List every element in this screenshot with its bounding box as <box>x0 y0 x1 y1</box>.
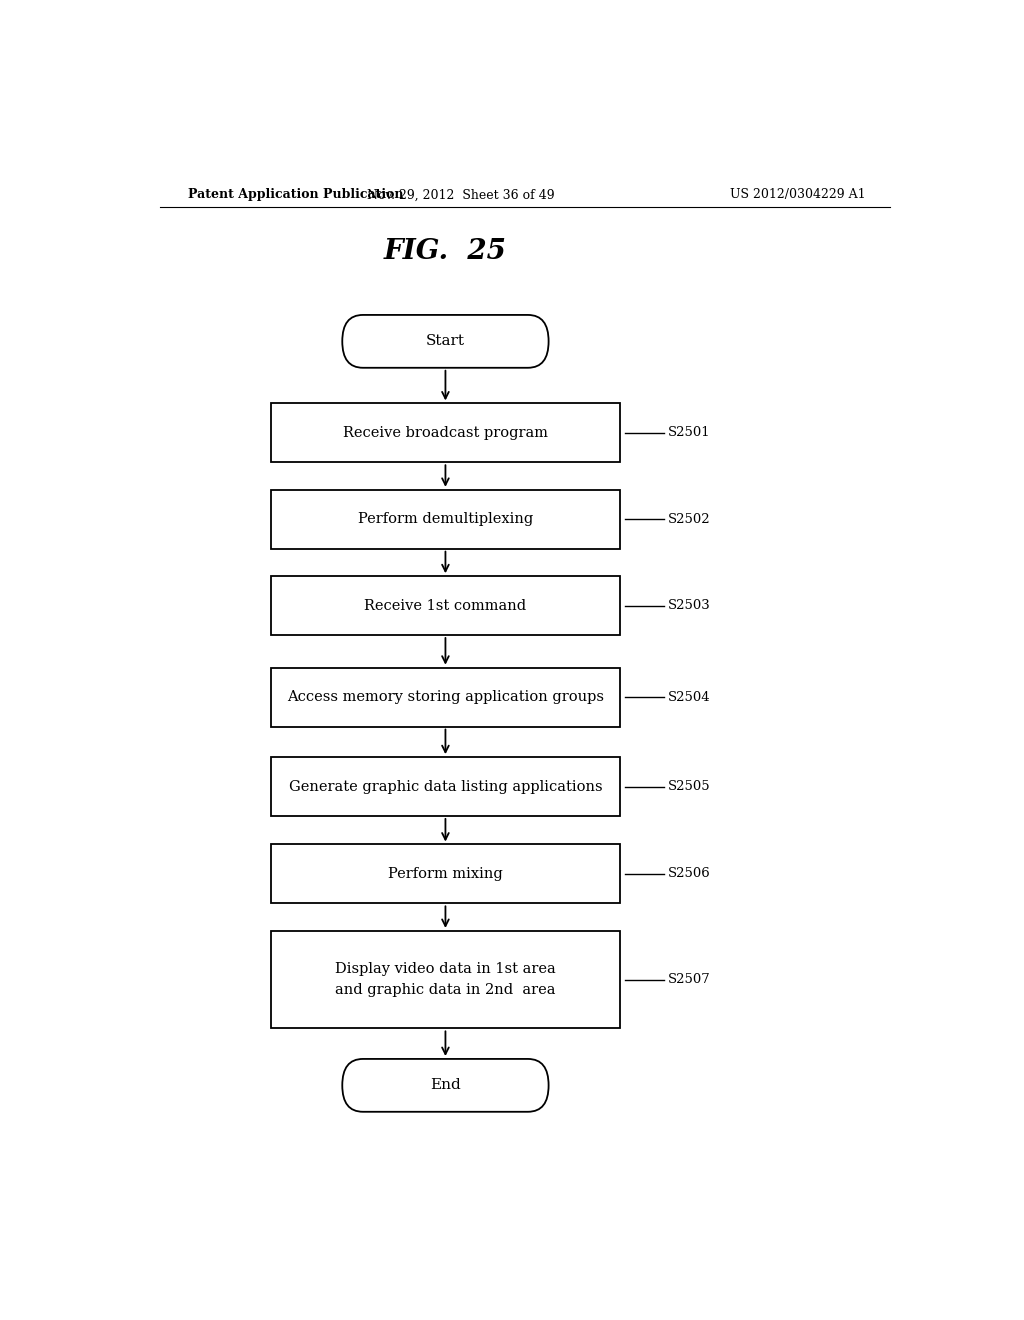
Text: S2506: S2506 <box>668 867 711 880</box>
Text: Nov. 29, 2012  Sheet 36 of 49: Nov. 29, 2012 Sheet 36 of 49 <box>368 189 555 202</box>
FancyBboxPatch shape <box>270 931 620 1028</box>
Text: Perform demultiplexing: Perform demultiplexing <box>357 512 534 527</box>
FancyBboxPatch shape <box>270 576 620 635</box>
Text: S2504: S2504 <box>668 690 711 704</box>
Text: FIG.  25: FIG. 25 <box>384 239 507 265</box>
FancyBboxPatch shape <box>342 1059 549 1111</box>
Text: Access memory storing application groups: Access memory storing application groups <box>287 690 604 704</box>
Text: Generate graphic data listing applications: Generate graphic data listing applicatio… <box>289 780 602 793</box>
FancyBboxPatch shape <box>342 315 549 368</box>
Text: Receive broadcast program: Receive broadcast program <box>343 426 548 440</box>
Text: US 2012/0304229 A1: US 2012/0304229 A1 <box>730 189 866 202</box>
Text: S2502: S2502 <box>668 512 711 525</box>
Text: Display video data in 1st area
and graphic data in 2nd  area: Display video data in 1st area and graph… <box>335 962 556 997</box>
Text: Start: Start <box>426 334 465 348</box>
Text: Receive 1st command: Receive 1st command <box>365 598 526 612</box>
FancyBboxPatch shape <box>270 404 620 462</box>
Text: Perform mixing: Perform mixing <box>388 867 503 880</box>
FancyBboxPatch shape <box>270 668 620 726</box>
Text: S2507: S2507 <box>668 973 711 986</box>
Text: S2501: S2501 <box>668 426 711 440</box>
FancyBboxPatch shape <box>270 758 620 816</box>
Text: Patent Application Publication: Patent Application Publication <box>187 189 403 202</box>
Text: S2505: S2505 <box>668 780 711 793</box>
Text: S2503: S2503 <box>668 599 711 612</box>
Text: End: End <box>430 1078 461 1093</box>
FancyBboxPatch shape <box>270 490 620 549</box>
FancyBboxPatch shape <box>270 845 620 903</box>
